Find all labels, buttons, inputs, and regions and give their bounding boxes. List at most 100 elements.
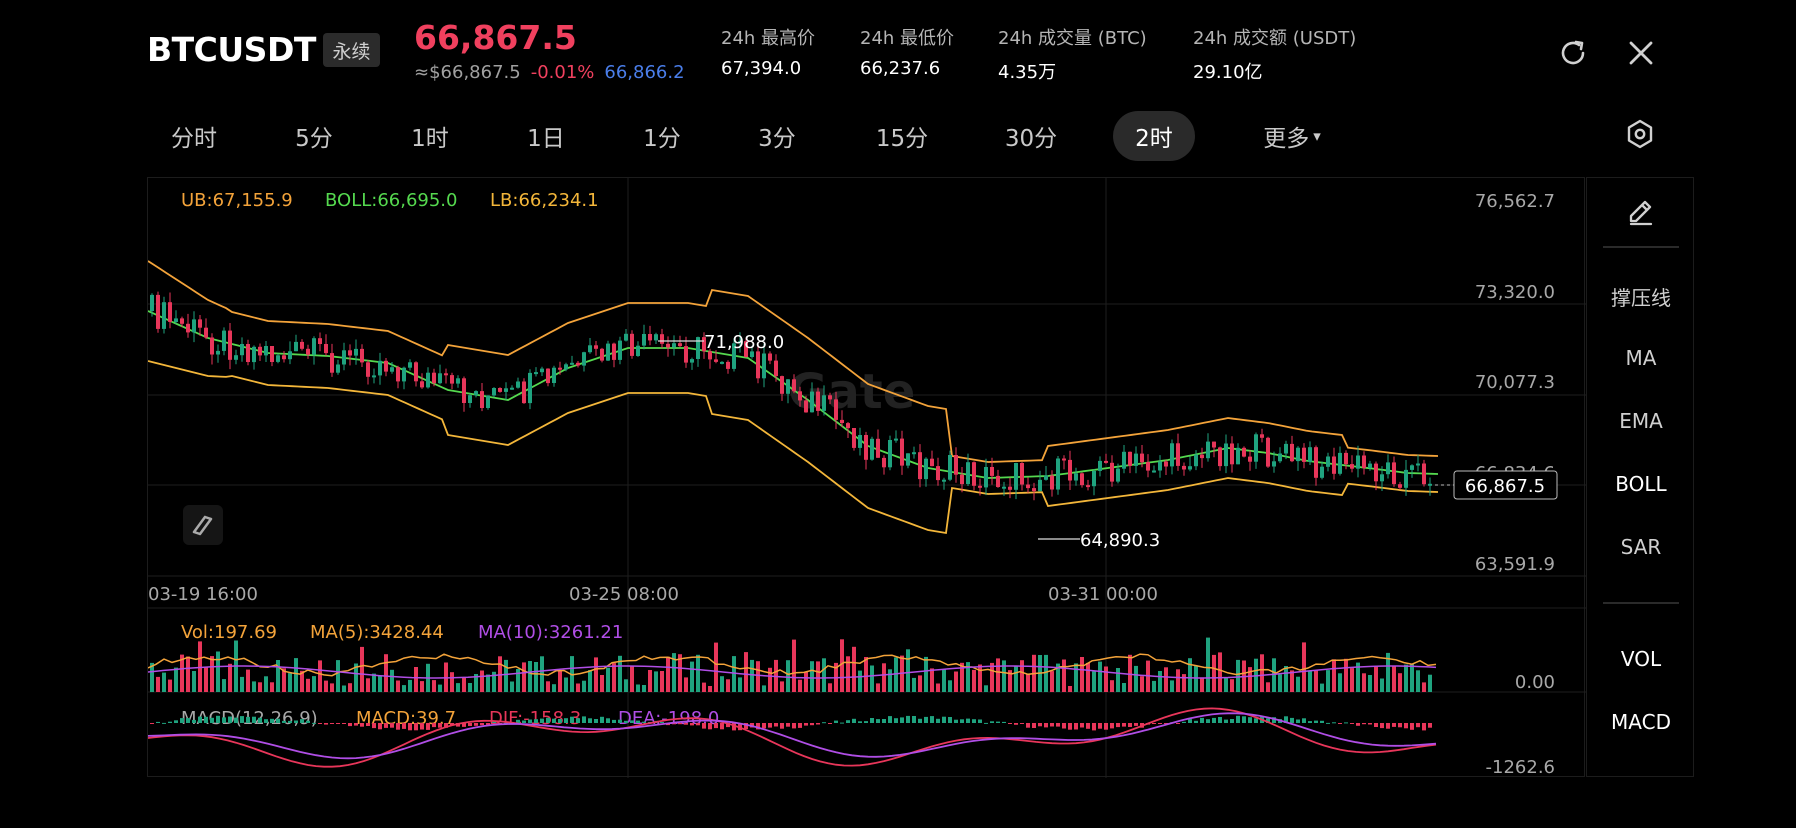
candle [1020,463,1024,485]
tab-1h[interactable]: 1时 [411,126,449,152]
macd-bar [1068,723,1072,730]
pencil-icon[interactable] [1623,194,1659,230]
macd-bar [804,723,808,726]
candle [996,475,1000,487]
volume-bar [840,639,844,692]
macd-bar [1326,722,1330,724]
macd-bar [660,722,664,723]
candle [198,319,202,328]
macd-bar [1044,723,1048,728]
boll-lower-line [147,360,1439,535]
macd-bar [744,723,748,729]
side-item-support-resistance[interactable]: 撑压线 [1611,286,1671,310]
volume-bar [1200,677,1204,692]
candle [648,334,652,341]
side-item-ema[interactable]: EMA [1619,409,1663,433]
volume-bar [528,661,532,692]
macd-bar [444,723,448,728]
candle [906,453,910,466]
candle [1110,462,1114,482]
refresh-icon[interactable] [1556,36,1590,70]
macd-bar [618,719,622,723]
volume-bar [684,677,688,692]
tab-3m[interactable]: 3分 [758,126,796,152]
macd-dea-line [147,712,1437,760]
stat-24h-amount: 24h 成交额 (USDT) 29.10亿 [1193,24,1356,84]
macd-bar [342,723,346,724]
volume-bar [1338,673,1342,692]
volume-bar [654,671,658,692]
macd-bar [390,723,394,728]
side-item-ma[interactable]: MA [1625,346,1657,370]
indicator-toggle-icon[interactable] [183,505,223,545]
settings-icon[interactable] [1623,117,1657,151]
candle [924,458,928,480]
volume-bar [564,677,568,692]
candle [606,343,610,361]
volume-bar [282,668,286,692]
volume-bar [858,670,862,692]
candle [480,391,484,408]
chart-container[interactable]: Gate UB:67,155.9 BOLL:66,695.0 LB:66,234… [147,177,1586,778]
tab-timeline[interactable]: 分时 [171,126,217,152]
macd-bar [1020,723,1024,724]
volume-bar [960,662,964,692]
volume-bar [666,656,670,692]
tab-2h[interactable]: 2时 [1113,111,1195,161]
macd-axis: -1262.6 [1486,757,1555,778]
macd-bar [996,721,1000,723]
volume-bar [804,671,808,692]
macd-bar [414,723,418,731]
candle [258,346,262,356]
candle [564,364,568,370]
macd-bar [294,720,298,723]
candle [1038,479,1042,492]
side-item-macd[interactable]: MACD [1611,710,1671,734]
volume-bar [270,682,274,692]
volume-bar [786,660,790,692]
candle [930,458,934,467]
macd-bar [828,723,832,724]
tab-15m[interactable]: 15分 [875,126,929,152]
tab-1d[interactable]: 1日 [527,126,565,152]
side-item-sar[interactable]: SAR [1620,535,1662,559]
candle [756,351,760,379]
macd-bar [984,722,988,724]
side-item-vol[interactable]: VOL [1620,647,1662,671]
volume-bar [312,676,316,692]
volume-bar [258,682,262,692]
volume-bar [1116,668,1120,692]
candle [768,353,772,361]
candle [900,438,904,466]
volume-bar [192,671,196,692]
volume-bar [996,658,1000,692]
macd-bar [876,719,880,723]
tab-more[interactable]: 更多 ▾ [1242,111,1342,161]
macd-bar [918,718,922,723]
stat-value: 66,237.6 [860,58,941,79]
macd-bar [642,721,646,723]
tab-1m[interactable]: 1分 [643,126,681,152]
candle [426,372,430,388]
volume-bar [372,673,376,692]
close-icon[interactable] [1624,36,1658,70]
macd-bar [1410,723,1414,730]
volume-bar [162,672,166,692]
volume-bar [246,669,250,692]
tab-30m[interactable]: 30分 [1004,126,1058,152]
candle [1242,447,1246,457]
side-item-boll[interactable]: BOLL [1615,472,1667,496]
vol-label: Vol:197.69 [181,622,277,643]
tab-5m[interactable]: 5分 [295,126,333,152]
volume-bar [1062,659,1066,692]
volume-bar [1014,665,1018,692]
candlestick-chart[interactable]: Gate UB:67,155.9 BOLL:66,695.0 LB:66,234… [147,178,1586,778]
candle [1032,488,1036,492]
macd-bar [1290,717,1294,723]
candle [1056,458,1060,490]
volume-bar [414,667,418,692]
macd-bar [870,718,874,723]
volume-bar [510,681,514,692]
macd-bar [426,723,430,730]
macd-bar [1110,723,1114,729]
